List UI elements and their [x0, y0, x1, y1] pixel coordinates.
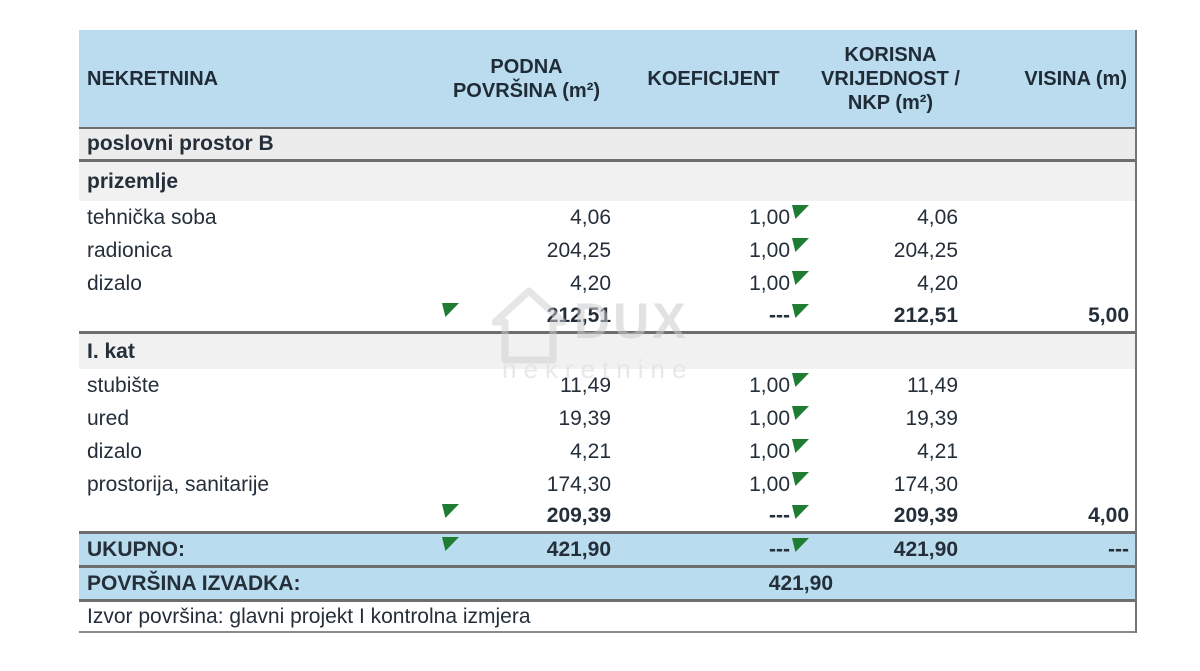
green-flag-icon: [792, 439, 809, 453]
cell-podna: 209,39: [438, 501, 615, 531]
subtotal-row-i-kat: 209,39 --- 209,39 4,00: [79, 501, 1135, 534]
cell-koeficijent: 1,00: [615, 402, 812, 435]
header-podna-povrsina: PODNA POVRŠINA (m²): [452, 55, 601, 102]
cell-korisna: 4,21: [917, 439, 958, 463]
cell-name: tehnička soba: [87, 205, 217, 229]
cell-name: [79, 501, 438, 531]
cell-name: [79, 300, 438, 331]
header-korisna-vrijednost: KORISNA VRIJEDNOST / NKP (m²): [821, 43, 960, 114]
header-nekretnina: NEKRETNINA: [87, 67, 219, 90]
area-label: POVRŠINA IZVADKA:: [87, 571, 301, 595]
green-flag-icon: [792, 238, 809, 252]
cell-podna: 421,90: [438, 534, 615, 565]
table-row: tehnička soba 4,06 1,00 4,06: [79, 201, 1135, 234]
header-visina: VISINA (m): [1024, 67, 1127, 90]
cell-korisna: 174,30: [893, 472, 958, 496]
green-flag-icon: [792, 271, 809, 285]
section-label: poslovni prostor B: [87, 132, 274, 155]
cell-korisna: 209,39: [893, 504, 958, 527]
cell-koeficijent: ---: [615, 501, 812, 531]
green-flag-icon: [442, 504, 459, 518]
cell-name: ured: [87, 406, 130, 430]
cell-visina: [969, 435, 1135, 468]
cell-visina: [969, 402, 1135, 435]
green-flag-icon: [442, 303, 459, 317]
cell-korisna: 11,49: [907, 373, 958, 397]
table-row: dizalo 4,20 1,00 4,20: [79, 267, 1135, 300]
section-row-poslovni-prostor: poslovni prostor B: [79, 129, 1135, 162]
cell-visina: [969, 267, 1135, 300]
table-row: prostorija, sanitarije 174,30 1,00 174,3…: [79, 468, 1135, 501]
cell-podna: 212,51: [438, 300, 615, 331]
area-value: 421,90: [768, 571, 833, 595]
cell-koeficijent: 1,00: [615, 234, 812, 267]
cell-name: prostorija, sanitarije: [87, 472, 270, 496]
cell-podna: 204,25: [546, 238, 611, 262]
header-koeficijent: KOEFICIJENT: [647, 67, 780, 90]
cell-podna: 11,49: [560, 373, 611, 397]
cell-koeficijent: ---: [615, 300, 812, 331]
cell-visina: [969, 468, 1135, 501]
cell-koeficijent: 1,00: [615, 435, 812, 468]
area-table: NEKRETNINA PODNA POVRŠINA (m²) KOEFICIJE…: [79, 30, 1137, 633]
cell-visina: ---: [1108, 537, 1129, 561]
green-flag-icon: [792, 304, 809, 318]
cell-podna: 4,21: [570, 439, 611, 463]
cell-korisna: 421,90: [893, 537, 958, 561]
cell-korisna: 4,20: [917, 271, 958, 295]
cell-koeficijent: ---: [615, 534, 812, 565]
table-row: stubište 11,49 1,00 11,49: [79, 369, 1135, 402]
cell-visina: [969, 234, 1135, 267]
cell-korisna: 4,06: [917, 205, 958, 229]
subtotal-row-prizemlje: 212,51 --- 212,51 5,00: [79, 300, 1135, 334]
total-row-ukupno: UKUPNO: 421,90 --- 421,90 ---: [79, 534, 1135, 568]
cell-visina: 4,00: [1088, 504, 1129, 527]
green-flag-icon: [792, 373, 809, 387]
cell-name: UKUPNO:: [87, 537, 185, 561]
section-label: I. kat: [87, 339, 135, 363]
cell-podna: 19,39: [558, 406, 611, 430]
cell-koeficijent: 1,00: [615, 267, 812, 300]
cell-korisna: 212,51: [893, 303, 958, 327]
cell-korisna: 19,39: [905, 406, 958, 430]
green-flag-icon: [442, 537, 459, 551]
source-row: Izvor površina: glavni projekt I kontrol…: [79, 602, 1135, 633]
green-flag-icon: [792, 538, 809, 552]
green-flag-icon: [792, 205, 809, 219]
section-row-i-kat: I. kat: [79, 334, 1135, 369]
green-flag-icon: [792, 406, 809, 420]
cell-podna: 4,06: [570, 205, 611, 229]
cell-name: dizalo: [87, 439, 142, 463]
cell-name: dizalo: [87, 271, 142, 295]
green-flag-icon: [792, 505, 809, 519]
header-row: NEKRETNINA PODNA POVRŠINA (m²) KOEFICIJE…: [79, 30, 1135, 129]
cell-visina: [969, 369, 1135, 402]
cell-podna: 4,20: [570, 271, 611, 295]
section-row-prizemlje: prizemlje: [79, 162, 1135, 201]
cell-name: radionica: [87, 238, 173, 262]
table-row: radionica 204,25 1,00 204,25: [79, 234, 1135, 267]
table-row: ured 19,39 1,00 19,39: [79, 402, 1135, 435]
cell-korisna: 204,25: [893, 238, 958, 262]
cell-koeficijent: 1,00: [615, 201, 812, 234]
cell-name: stubište: [87, 373, 160, 397]
source-text: Izvor površina: glavni projekt I kontrol…: [87, 604, 531, 628]
green-flag-icon: [792, 472, 809, 486]
cell-koeficijent: 1,00: [615, 369, 812, 402]
table-row: dizalo 4,21 1,00 4,21: [79, 435, 1135, 468]
area-row-povrsina-izvadka: POVRŠINA IZVADKA: 421,90: [79, 568, 1135, 602]
cell-visina: 5,00: [1088, 303, 1129, 327]
cell-koeficijent: 1,00: [615, 468, 812, 501]
cell-visina: [969, 201, 1135, 234]
cell-podna: 174,30: [546, 472, 611, 496]
section-label: prizemlje: [87, 169, 179, 193]
